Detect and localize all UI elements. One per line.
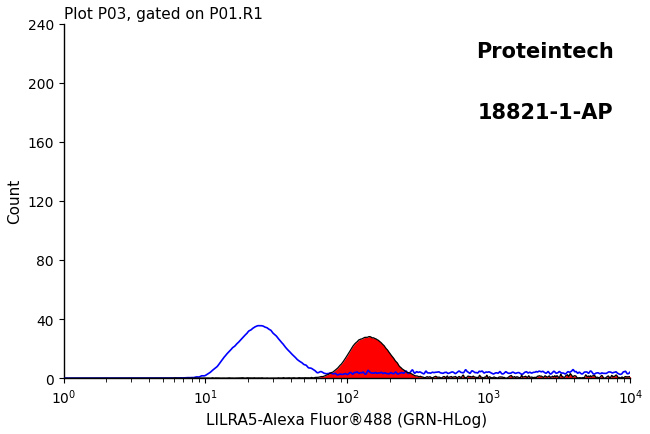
Y-axis label: Count: Count bbox=[7, 179, 22, 224]
Text: Plot P03, gated on P01.R1: Plot P03, gated on P01.R1 bbox=[64, 7, 263, 22]
Text: Proteintech: Proteintech bbox=[476, 42, 614, 62]
Text: 18821-1-AP: 18821-1-AP bbox=[478, 102, 614, 122]
X-axis label: LILRA5-Alexa Fluor®488 (GRN-HLog): LILRA5-Alexa Fluor®488 (GRN-HLog) bbox=[207, 412, 488, 427]
